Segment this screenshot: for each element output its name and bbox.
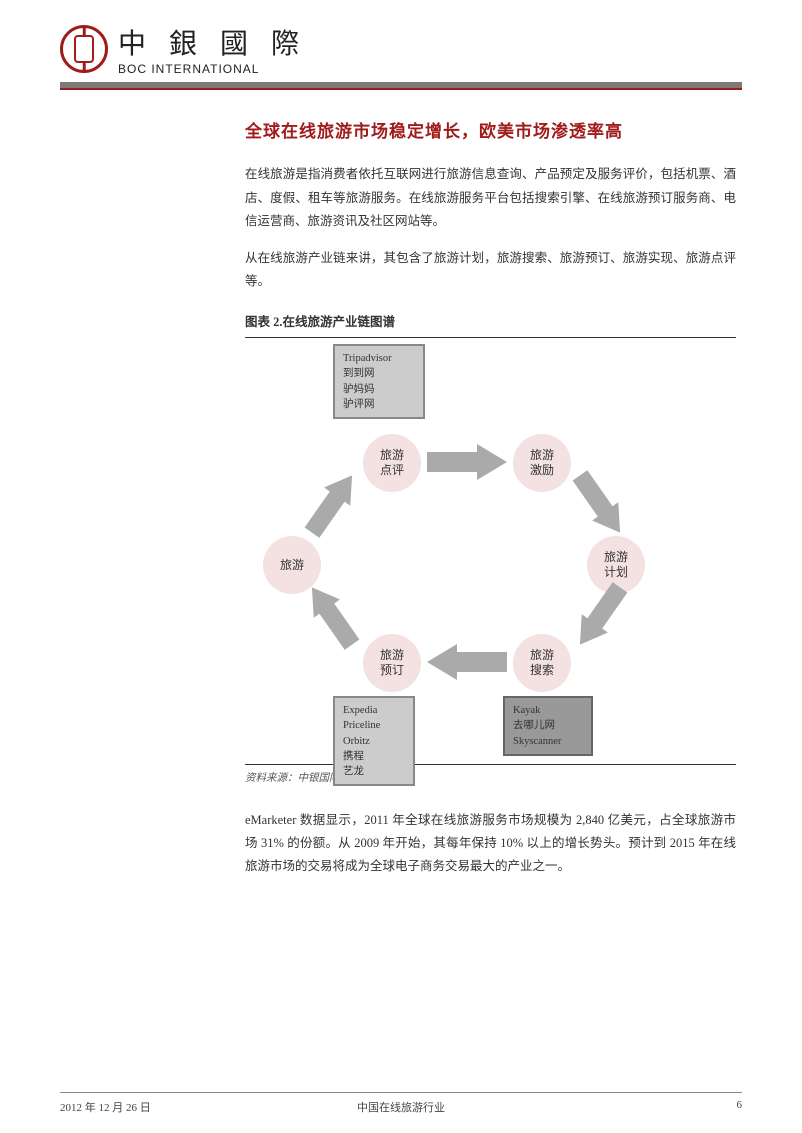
page-header: 中 銀 國 際 BOC INTERNATIONAL <box>0 0 802 82</box>
flowchart: Tripadvisor 到到网 驴妈妈 驴评网 旅游 点评 旅游 激励 旅游 计… <box>245 338 736 758</box>
footer-date: 2012 年 12 月 26 日 <box>60 1099 151 1115</box>
box-right: Kayak 去哪儿网 Skyscanner <box>503 696 593 756</box>
arrow-icon <box>427 444 507 480</box>
arrow-icon <box>567 466 633 542</box>
box-left: Expedia Priceline Orbitz 携程 艺龙 <box>333 696 415 786</box>
box-top: Tripadvisor 到到网 驴妈妈 驴评网 <box>333 344 425 419</box>
footer-title: 中国在线旅游行业 <box>357 1099 445 1115</box>
page-footer: 2012 年 12 月 26 日 中国在线旅游行业 6 <box>60 1092 742 1115</box>
brand-block: 中 銀 國 際 BOC INTERNATIONAL <box>118 22 307 76</box>
footer-page: 6 <box>737 1099 743 1115</box>
section-title: 全球在线旅游市场稳定增长，欧美市场渗透率高 <box>245 116 736 147</box>
node-book: 旅游 预订 <box>363 634 421 692</box>
node-incentive: 旅游 激励 <box>513 434 571 492</box>
brand-en: BOC INTERNATIONAL <box>118 62 307 76</box>
logo-icon <box>60 25 108 73</box>
paragraph-3: eMarketer 数据显示，2011 年全球在线旅游服务市场规模为 2,840… <box>245 809 736 878</box>
node-review: 旅游 点评 <box>363 434 421 492</box>
arrow-icon <box>299 466 365 542</box>
arrow-icon <box>299 578 365 654</box>
arrow-icon <box>427 644 507 680</box>
chart-source: 资料来源：中银国际研究 <box>245 764 736 788</box>
paragraph-1: 在线旅游是指消费者依托互联网进行旅游信息查询、产品预定及服务评价，包括机票、酒店… <box>245 163 736 232</box>
content-area: 全球在线旅游市场稳定增长，欧美市场渗透率高 在线旅游是指消费者依托互联网进行旅游… <box>0 90 802 878</box>
node-search: 旅游 搜索 <box>513 634 571 692</box>
chart-title: 图表 2.在线旅游产业链图谱 <box>245 311 736 338</box>
brand-cn: 中 銀 國 際 <box>118 22 307 62</box>
paragraph-2: 从在线旅游产业链来讲，其包含了旅游计划，旅游搜索、旅游预订、旅游实现、旅游点评等… <box>245 247 736 293</box>
arrow-icon <box>567 578 633 654</box>
